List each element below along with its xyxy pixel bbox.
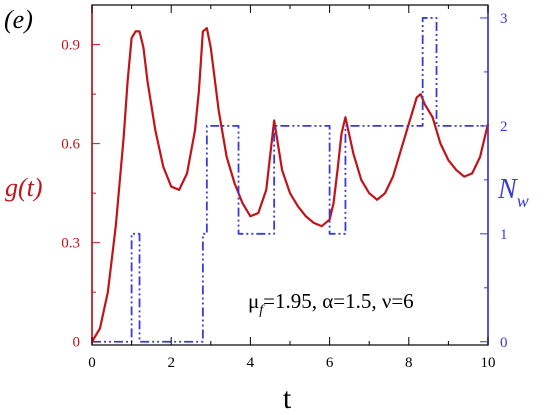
x-tick-label: 8 [405, 355, 413, 371]
right-tick-label: 0 [500, 335, 508, 351]
right-axis-label-subscript: w [517, 191, 529, 211]
left-tick-label: 0.3 [61, 236, 80, 252]
left-axis-label: g(t) [5, 173, 43, 202]
x-tick-label: 2 [167, 355, 175, 371]
left-tick-label: 0.9 [61, 38, 80, 54]
x-tick-label: 4 [247, 355, 255, 371]
annotation-mu-subscript: f [259, 303, 265, 318]
right-axis-label: Nw [497, 174, 529, 211]
x-tick-label: 6 [326, 355, 334, 371]
series-layer [91, 17, 490, 343]
x-tick-label: 10 [481, 355, 496, 371]
annotation-values: =1.95, α=1.5, ν=6 [263, 289, 414, 313]
right-tick-label: 3 [500, 11, 508, 27]
right-tick-label: 2 [500, 119, 508, 135]
x-axis-label: t [283, 382, 292, 415]
panel-label: (e) [4, 5, 33, 34]
left-tick-label: 0.6 [61, 137, 80, 153]
parameter-annotation: μf=1.95, α=1.5, ν=6 [248, 289, 414, 318]
annotation-mu: μ [248, 289, 259, 313]
left-tick-label: 0 [73, 335, 81, 351]
x-tick-label: 0 [88, 355, 96, 371]
right-axis-label-main: N [497, 174, 518, 205]
series-nw-step-line [92, 17, 488, 343]
right-tick-label: 1 [500, 227, 508, 243]
series-g-t-line [91, 27, 490, 343]
